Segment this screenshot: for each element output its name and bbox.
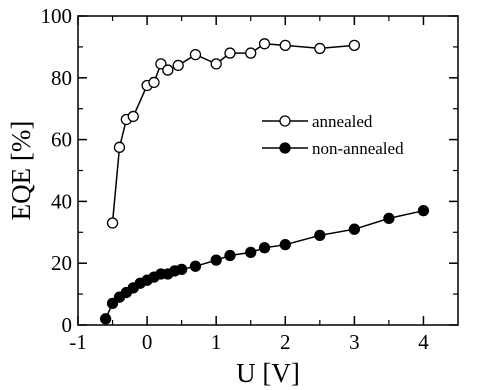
- legend-marker-non-annealed: [279, 142, 291, 154]
- x-tick-label: 1: [211, 330, 222, 354]
- data-point-non-annealed: [106, 297, 119, 310]
- data-point-annealed: [314, 42, 326, 55]
- y-tick-label: 0: [62, 313, 73, 337]
- data-point-annealed: [172, 59, 184, 72]
- data-point-non-annealed: [189, 260, 202, 272]
- data-point-annealed: [113, 141, 126, 153]
- data-point-non-annealed: [383, 212, 395, 225]
- x-tick-label: 0: [142, 330, 153, 354]
- y-tick-label: 40: [51, 189, 72, 213]
- data-point-annealed: [348, 39, 361, 52]
- x-tick-label: -1: [69, 330, 87, 354]
- data-point-non-annealed: [417, 205, 430, 217]
- y-axis-label: EQE [%]: [6, 121, 36, 221]
- series-line-non-annealed: [104, 209, 424, 320]
- series-layer: [99, 38, 430, 325]
- data-point-annealed: [245, 47, 257, 59]
- series-annealed: [106, 38, 361, 229]
- data-point-non-annealed: [210, 254, 222, 266]
- series-line-annealed: [111, 43, 355, 224]
- x-tick-label: 2: [280, 330, 291, 354]
- data-point-non-annealed: [245, 246, 257, 259]
- data-point-non-annealed: [99, 313, 112, 325]
- legend-label-annealed: annealed: [312, 112, 373, 131]
- data-point-non-annealed: [175, 263, 188, 276]
- legend-label-non-annealed: non-annealed: [312, 139, 404, 158]
- data-point-annealed: [210, 58, 222, 70]
- data-point-non-annealed: [258, 242, 271, 254]
- series-non-annealed: [99, 205, 430, 325]
- data-point-annealed: [106, 217, 119, 229]
- data-point-annealed: [258, 38, 271, 50]
- data-point-non-annealed: [279, 239, 291, 251]
- data-point-non-annealed: [224, 249, 236, 262]
- y-tick-label: 80: [51, 66, 72, 90]
- y-tick-label: 100: [41, 4, 73, 28]
- data-point-annealed: [189, 48, 202, 61]
- y-tick-label: 20: [51, 251, 72, 275]
- plot-frame: [77, 15, 459, 326]
- data-point-annealed: [148, 76, 160, 89]
- x-tick-label: 4: [418, 330, 429, 354]
- data-point-non-annealed: [314, 229, 326, 242]
- legend-marker-annealed: [279, 115, 291, 127]
- data-point-annealed: [127, 110, 139, 123]
- legend: annealed non-annealed: [262, 112, 404, 158]
- data-point-annealed: [279, 39, 291, 52]
- data-point-annealed: [224, 47, 236, 59]
- data-point-annealed: [162, 64, 174, 76]
- data-point-annealed: [155, 58, 167, 70]
- y-tick-label: 60: [51, 128, 72, 152]
- x-tick-label: 3: [349, 330, 360, 354]
- data-point-non-annealed: [348, 223, 361, 235]
- x-axis-label: U [V]: [236, 358, 300, 388]
